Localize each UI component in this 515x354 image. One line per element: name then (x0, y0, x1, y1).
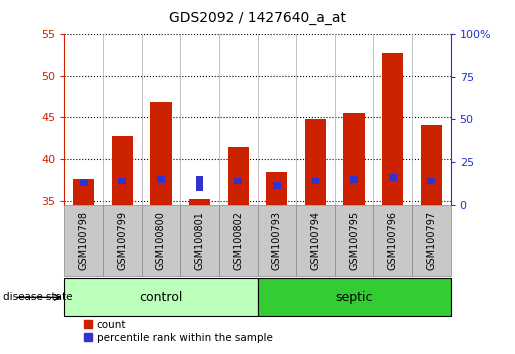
Text: control: control (139, 291, 183, 304)
Bar (335, 205, 373, 276)
Bar (373, 205, 412, 276)
Text: GSM100795: GSM100795 (349, 211, 359, 270)
Text: GSM100801: GSM100801 (195, 211, 204, 270)
Bar (312, 178, 319, 184)
Bar (258, 278, 451, 316)
Bar (219, 205, 258, 276)
Bar (382, 53, 403, 205)
Bar (64, 205, 103, 276)
Bar (421, 125, 442, 205)
Bar (389, 174, 397, 181)
Bar (234, 178, 242, 184)
Bar (157, 176, 165, 183)
Bar (344, 113, 365, 205)
Bar (350, 176, 358, 183)
Bar (80, 179, 88, 186)
Bar (412, 205, 451, 276)
Text: GSM100793: GSM100793 (272, 211, 282, 270)
Bar (64, 278, 258, 316)
Bar (258, 205, 296, 276)
Bar (305, 119, 326, 205)
Bar (142, 205, 180, 276)
Bar (266, 172, 287, 205)
Bar (118, 178, 126, 184)
Bar (296, 205, 335, 276)
Text: disease state: disease state (3, 292, 72, 302)
Bar (112, 136, 133, 205)
Bar (103, 205, 142, 276)
Bar (228, 147, 249, 205)
Text: GSM100796: GSM100796 (388, 211, 398, 270)
Text: GSM100798: GSM100798 (79, 211, 89, 270)
Bar (196, 176, 203, 191)
Text: GSM100800: GSM100800 (156, 211, 166, 270)
Text: GSM100802: GSM100802 (233, 211, 243, 270)
Bar (73, 179, 94, 205)
Text: GSM100799: GSM100799 (117, 211, 127, 270)
Bar (150, 102, 171, 205)
Text: septic: septic (335, 291, 373, 304)
Bar (189, 199, 210, 205)
Text: GDS2092 / 1427640_a_at: GDS2092 / 1427640_a_at (169, 11, 346, 25)
Bar (273, 182, 281, 189)
Text: GSM100797: GSM100797 (426, 211, 436, 270)
Bar (180, 205, 219, 276)
Legend: count, percentile rank within the sample: count, percentile rank within the sample (80, 315, 277, 347)
Bar (427, 178, 435, 184)
Text: GSM100794: GSM100794 (311, 211, 320, 270)
